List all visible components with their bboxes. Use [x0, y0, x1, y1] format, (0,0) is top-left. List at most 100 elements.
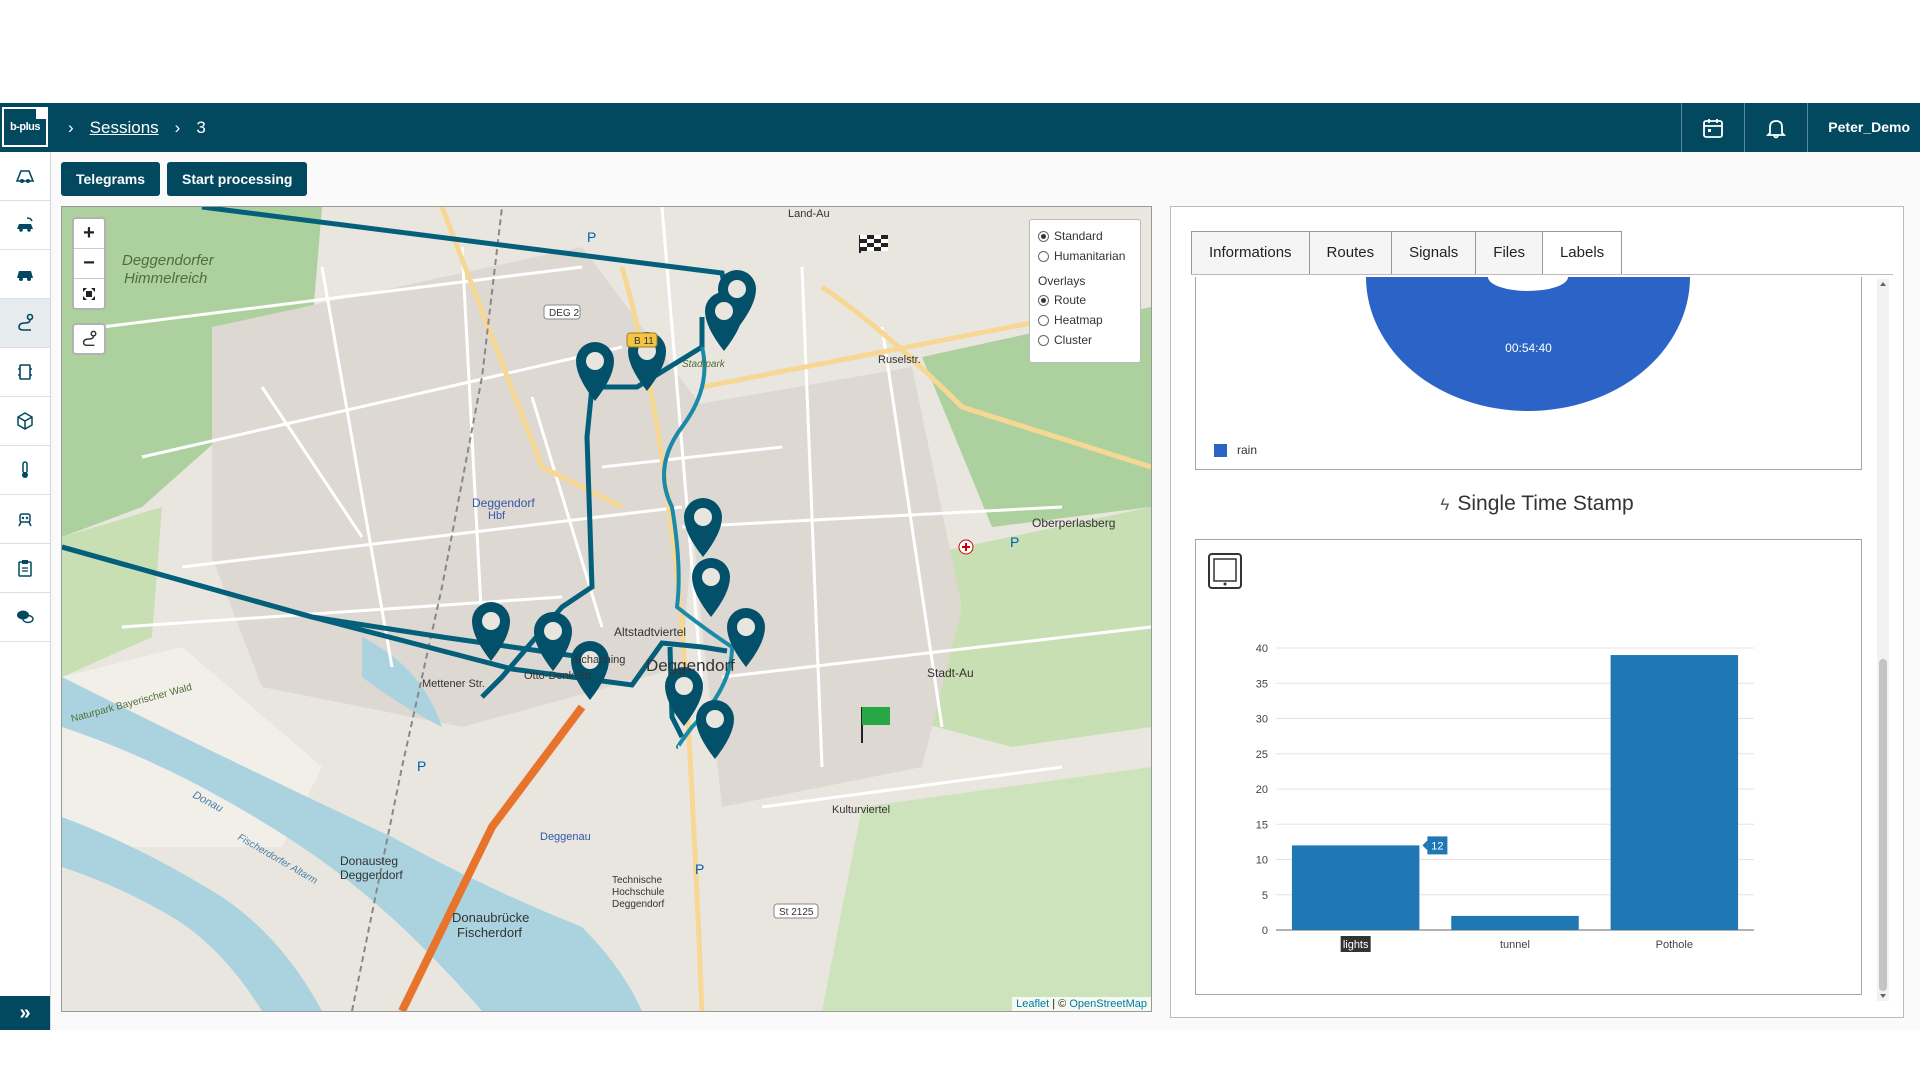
x-tick-tooltip — [1340, 936, 1371, 952]
legend-swatch — [1214, 443, 1227, 457]
radio-button[interactable] — [1038, 334, 1049, 346]
svg-text:Donaubrücke: Donaubrücke — [452, 910, 529, 925]
bell-icon — [1766, 119, 1787, 138]
telegrams-button[interactable]: Telegrams — [61, 162, 160, 196]
cube-icon — [17, 412, 33, 430]
tablet-icon[interactable] — [1207, 552, 1243, 590]
parking-icon: P — [587, 229, 596, 245]
bar-chart: 0 5 10 15 20 25 30 35 40 lights tunnel Pothole 12 — [1256, 643, 1754, 952]
sidebar-item-automation[interactable] — [0, 495, 50, 544]
bar-pothole[interactable] — [1610, 655, 1739, 930]
car-map-icon — [15, 170, 35, 183]
session-map[interactable]: Deggendorfer Himmelreich Deggendorf Hbf … — [61, 206, 1152, 1012]
tab-informations[interactable]: Informations — [1191, 231, 1309, 275]
sidebar-item-fleet-map[interactable] — [0, 152, 50, 201]
overlay-label: Cluster — [1054, 333, 1093, 347]
sidebar-item-sessions[interactable] — [0, 299, 50, 348]
fullscreen-button[interactable] — [74, 279, 104, 308]
finish-flag-icon — [859, 235, 888, 253]
svg-text:B 11: B 11 — [634, 336, 654, 347]
overlay-heatmap-option[interactable]: Heatmap — [1038, 310, 1132, 330]
layer-humanitarian-option[interactable]: Humanitarian — [1038, 246, 1132, 266]
svg-text:Himmelreich: Himmelreich — [124, 270, 207, 287]
tab-labels[interactable]: Labels — [1541, 231, 1623, 275]
scroll-down-icon[interactable] — [1877, 991, 1889, 1001]
clipboard-icon — [18, 560, 32, 577]
parking-icon: P — [1010, 534, 1019, 550]
sidebar-item-packages[interactable] — [0, 397, 50, 446]
sidebar-item-sensors[interactable] — [0, 446, 50, 495]
svg-text:Deggendorf: Deggendorf — [340, 868, 403, 882]
scrollbar-thumb[interactable] — [1879, 659, 1887, 991]
robot-icon — [18, 513, 32, 527]
details-tabs: Informations Routes Signals Files Labels — [1191, 231, 1623, 275]
breadcrumb-sessions-link[interactable]: Sessions — [89, 118, 159, 137]
scroll-up-icon[interactable] — [1877, 279, 1889, 289]
radio-button[interactable] — [1038, 314, 1049, 326]
attribution-separator: | © — [1049, 998, 1070, 1010]
start-flag-icon — [861, 707, 890, 743]
section-title-text: Single Time Stamp — [1457, 492, 1634, 515]
y-tick-label: 0 — [1262, 925, 1268, 937]
lightning-icon: ϟ — [1440, 495, 1450, 514]
sidebar-item-vehicles[interactable] — [0, 250, 50, 299]
x-tick-label: lights — [1343, 939, 1369, 951]
section-title: ϟ Single Time Stamp — [1171, 492, 1903, 516]
layer-standard-option[interactable]: Standard — [1038, 226, 1132, 246]
svg-text:Deggendorfer: Deggendorfer — [122, 252, 215, 269]
pie-slice-rain[interactable] — [1366, 277, 1690, 411]
bar-lights[interactable] — [1291, 845, 1420, 930]
zoom-out-button[interactable]: − — [74, 249, 104, 279]
tab-divider — [1191, 274, 1893, 275]
calendar-button[interactable] — [1681, 103, 1744, 152]
tab-files[interactable]: Files — [1475, 231, 1542, 275]
layer-label: Standard — [1054, 229, 1103, 243]
pie-legend[interactable]: rain — [1214, 443, 1257, 457]
sidebar-item-connected-vehicles[interactable] — [0, 201, 50, 250]
overlay-route-option[interactable]: Route — [1038, 290, 1132, 310]
tab-signals[interactable]: Signals — [1391, 231, 1476, 275]
map-attribution: Leaflet | © OpenStreetMap — [1012, 997, 1151, 1011]
route-toggle-button[interactable] — [72, 323, 106, 355]
leaflet-link[interactable]: Leaflet — [1016, 998, 1050, 1010]
panel-scrollbar[interactable] — [1877, 279, 1889, 1001]
notifications-button[interactable] — [1744, 103, 1807, 152]
top-navigation-bar: b-plus › Sessions › 3 Peter_Demo — [0, 103, 1920, 152]
svg-text:Deggendorf: Deggendorf — [472, 496, 535, 510]
start-processing-button[interactable]: Start processing — [167, 162, 308, 196]
y-tick-label: 40 — [1256, 643, 1268, 655]
radio-button[interactable] — [1038, 294, 1049, 306]
double-chevron-right-icon: » — [19, 1001, 31, 1024]
y-tick-label: 20 — [1256, 784, 1268, 796]
overlay-cluster-option[interactable]: Cluster — [1038, 330, 1132, 350]
duration-pie-chart-card: 00:54:40 rain — [1195, 277, 1862, 470]
zoom-in-button[interactable]: + — [74, 219, 104, 249]
svg-text:Otto-Denk-Str.: Otto-Denk-Str. — [524, 670, 594, 682]
bar-tunnel[interactable] — [1451, 915, 1579, 930]
openstreetmap-link[interactable]: OpenStreetMap — [1069, 998, 1147, 1010]
breadcrumb-separator: › — [174, 118, 181, 137]
app-logo[interactable]: b-plus — [2, 107, 48, 147]
car-wifi-icon — [17, 217, 33, 232]
svg-text:Stadt-Au: Stadt-Au — [927, 666, 974, 680]
route-icon — [82, 330, 97, 347]
chat-icon — [17, 610, 34, 624]
overlay-label: Heatmap — [1054, 313, 1103, 327]
sidebar-expand-button[interactable]: » — [0, 996, 50, 1030]
svg-text:DEG 2: DEG 2 — [549, 308, 579, 319]
sidebar-item-messages[interactable] — [0, 593, 50, 642]
layer-label: Humanitarian — [1054, 249, 1126, 263]
user-menu[interactable]: Peter_Demo — [1807, 103, 1920, 152]
sidebar-item-reports[interactable] — [0, 544, 50, 593]
thermometer-icon — [22, 461, 28, 478]
tab-routes[interactable]: Routes — [1308, 231, 1392, 275]
radio-button[interactable] — [1038, 230, 1049, 242]
session-details-panel: Informations Routes Signals Files Labels… — [1170, 206, 1904, 1018]
radio-button[interactable] — [1038, 250, 1049, 262]
y-tick-label: 25 — [1256, 749, 1268, 761]
svg-text:Land-Au: Land-Au — [788, 208, 830, 220]
x-tick-label: Pothole — [1656, 939, 1693, 951]
data-label-box — [1427, 836, 1448, 855]
sidebar-item-devices[interactable] — [0, 348, 50, 397]
y-tick-label: 5 — [1262, 890, 1268, 902]
